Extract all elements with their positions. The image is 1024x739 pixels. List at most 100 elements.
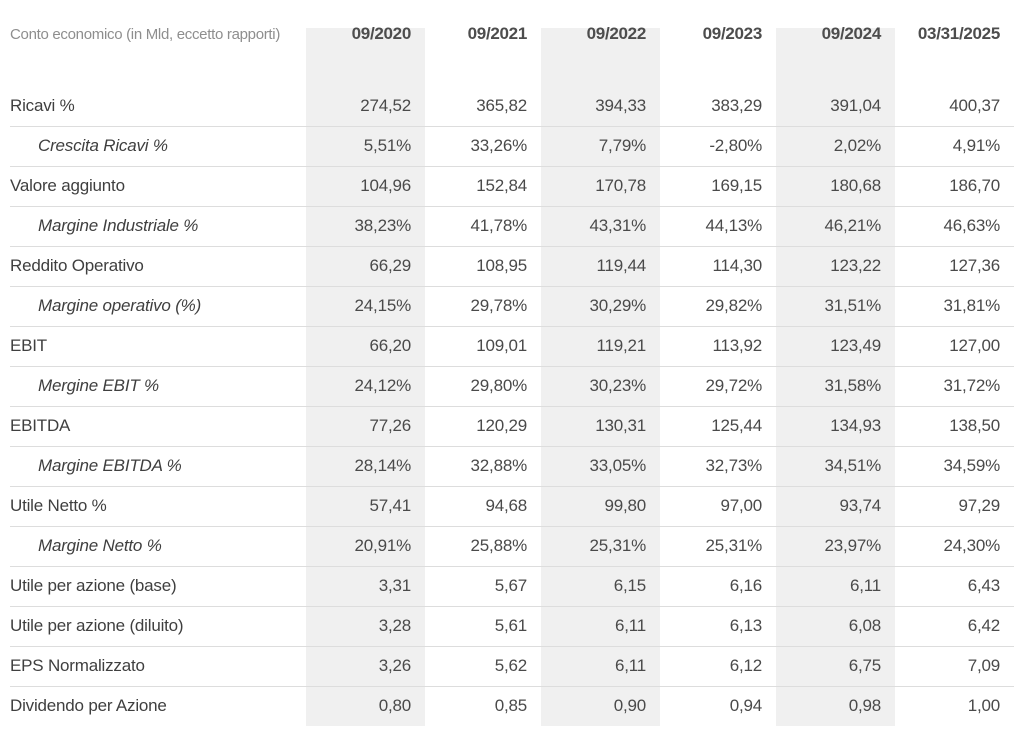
value-cell: 170,78: [541, 165, 660, 206]
value-cell: 46,63%: [895, 205, 1014, 246]
table-row: Mergine EBIT % 24,12% 29,80% 30,23% 29,72% 3…: [10, 365, 1014, 406]
table-row: Margine EBITDA % 28,14% 32,88% 33,05% 32,73…: [10, 445, 1014, 486]
value-cell: 23,97%: [776, 525, 895, 566]
table-row: Dividendo per Azione 0,80 0,85 0,90 0,94 0,9…: [10, 685, 1014, 726]
value-cell: 93,74: [776, 485, 895, 526]
table-row: Utile per azione (base) 3,31 5,67 6,15 6,16…: [10, 565, 1014, 606]
value-cell: 5,62: [425, 645, 541, 686]
table-header-row: Conto economico (in Mld, eccetto rapport…: [10, 12, 1014, 56]
value-cell: 400,37: [949, 95, 1000, 115]
value-cell: 24,12%: [306, 365, 425, 406]
value-cell: 25,31%: [541, 525, 660, 566]
column-header-09-2023: 09/2023: [702, 24, 763, 43]
value-cell: 3,26: [306, 645, 425, 686]
value-cell: 274,52: [306, 86, 425, 126]
column-header-09-2021: 09/2021: [467, 24, 528, 43]
row-label: Ricavi %: [10, 95, 75, 115]
value-cell: 6,08: [776, 605, 895, 646]
table-row: Utile per azione (diluito) 3,28 5,61 6,11 6…: [10, 605, 1014, 646]
value-cell: 97,29: [895, 485, 1014, 526]
row-label: Margine Industriale %: [10, 205, 306, 246]
table-row: Ricavi % 274,52 365,82 394,33 383,29 391,04 4…: [10, 86, 1014, 126]
column-header-03-31-2025: 03/31/2025: [917, 24, 1000, 43]
value-cell: 1,00: [895, 685, 1014, 726]
value-cell: 32,88%: [425, 445, 541, 486]
value-cell: 6,15: [541, 565, 660, 606]
table-body: Ricavi % 274,52 365,82 394,33 383,29 391,04 4…: [10, 86, 1014, 726]
value-cell: 365,82: [476, 95, 527, 115]
value-cell: 6,11: [541, 605, 660, 646]
value-cell: 33,05%: [541, 445, 660, 486]
income-statement-table: Conto economico (in Mld, eccetto rapport…: [10, 12, 1014, 726]
column-header-09-2020: 09/2020: [306, 12, 425, 56]
value-cell: 0,80: [306, 685, 425, 726]
value-cell: 28,14%: [306, 445, 425, 486]
value-cell: 34,59%: [895, 445, 1014, 486]
value-cell: 94,68: [425, 485, 541, 526]
table-row: Margine operativo (%) 24,15% 29,78% 30,29%…: [10, 285, 1014, 326]
value-cell: 120,29: [425, 405, 541, 446]
value-cell: 31,81%: [895, 285, 1014, 326]
value-cell: 2,02%: [776, 125, 895, 166]
value-cell: 6,11: [776, 565, 895, 606]
column-header-09-2022: 09/2022: [541, 12, 660, 56]
value-cell: 66,20: [306, 325, 425, 366]
value-cell: 0,94: [660, 685, 776, 726]
row-label: Crescita Ricavi %: [10, 125, 306, 166]
value-cell: 152,84: [425, 165, 541, 206]
table-row: EBIT 66,20 109,01 119,21 113,92 123,49 127,00: [10, 325, 1014, 366]
row-label: Utile Netto %: [10, 485, 306, 526]
value-cell: 32,73%: [660, 445, 776, 486]
value-cell: 6,42: [895, 605, 1014, 646]
table-row: EBITDA 77,26 120,29 130,31 125,44 134,93 138,…: [10, 405, 1014, 446]
value-cell: 24,30%: [895, 525, 1014, 566]
row-label: Margine Netto %: [10, 525, 306, 566]
column-header-09-2024: 09/2024: [776, 12, 895, 56]
value-cell: 119,21: [541, 325, 660, 366]
value-cell: 31,51%: [776, 285, 895, 326]
value-cell: 20,91%: [306, 525, 425, 566]
value-cell: -2,80%: [660, 125, 776, 166]
table-row: Utile Netto % 57,41 94,68 99,80 97,00 93,74 9…: [10, 485, 1014, 526]
value-cell: 29,72%: [660, 365, 776, 406]
value-cell: 0,98: [776, 685, 895, 726]
value-cell: 34,51%: [776, 445, 895, 486]
value-cell: 99,80: [541, 485, 660, 526]
value-cell: 186,70: [895, 165, 1014, 206]
value-cell: 30,29%: [541, 285, 660, 326]
value-cell: 57,41: [306, 485, 425, 526]
header-spacer-row: [10, 56, 1014, 86]
value-cell: 5,51%: [306, 125, 425, 166]
value-cell: 31,58%: [776, 365, 895, 406]
value-cell: 119,44: [541, 245, 660, 286]
value-cell: 30,23%: [541, 365, 660, 406]
value-cell: 31,72%: [895, 365, 1014, 406]
value-cell: 127,00: [895, 325, 1014, 366]
value-cell: 125,44: [660, 405, 776, 446]
value-cell: 97,00: [660, 485, 776, 526]
value-cell: 7,09: [895, 645, 1014, 686]
value-cell: 127,36: [895, 245, 1014, 286]
value-cell: 123,22: [776, 245, 895, 286]
value-cell: 169,15: [660, 165, 776, 206]
value-cell: 134,93: [776, 405, 895, 446]
value-cell: 180,68: [776, 165, 895, 206]
row-label: EBIT: [10, 325, 306, 366]
value-cell: 43,31%: [541, 205, 660, 246]
value-cell: 0,85: [425, 685, 541, 726]
value-cell: 130,31: [541, 405, 660, 446]
value-cell: 5,67: [425, 565, 541, 606]
value-cell: 391,04: [776, 86, 895, 126]
table-row: Valore aggiunto 104,96 152,84 170,78 169,15…: [10, 165, 1014, 206]
value-cell: 104,96: [306, 165, 425, 206]
row-label: Dividendo per Azione: [10, 685, 306, 726]
value-cell: 66,29: [306, 245, 425, 286]
value-cell: 41,78%: [425, 205, 541, 246]
value-cell: 24,15%: [306, 285, 425, 326]
row-label: Utile per azione (base): [10, 565, 306, 606]
value-cell: 7,79%: [541, 125, 660, 166]
value-cell: 4,91%: [895, 125, 1014, 166]
table-row: EPS Normalizzato 3,26 5,62 6,11 6,12 6,75 7,0…: [10, 645, 1014, 686]
value-cell: 44,13%: [660, 205, 776, 246]
row-label: Valore aggiunto: [10, 165, 306, 206]
